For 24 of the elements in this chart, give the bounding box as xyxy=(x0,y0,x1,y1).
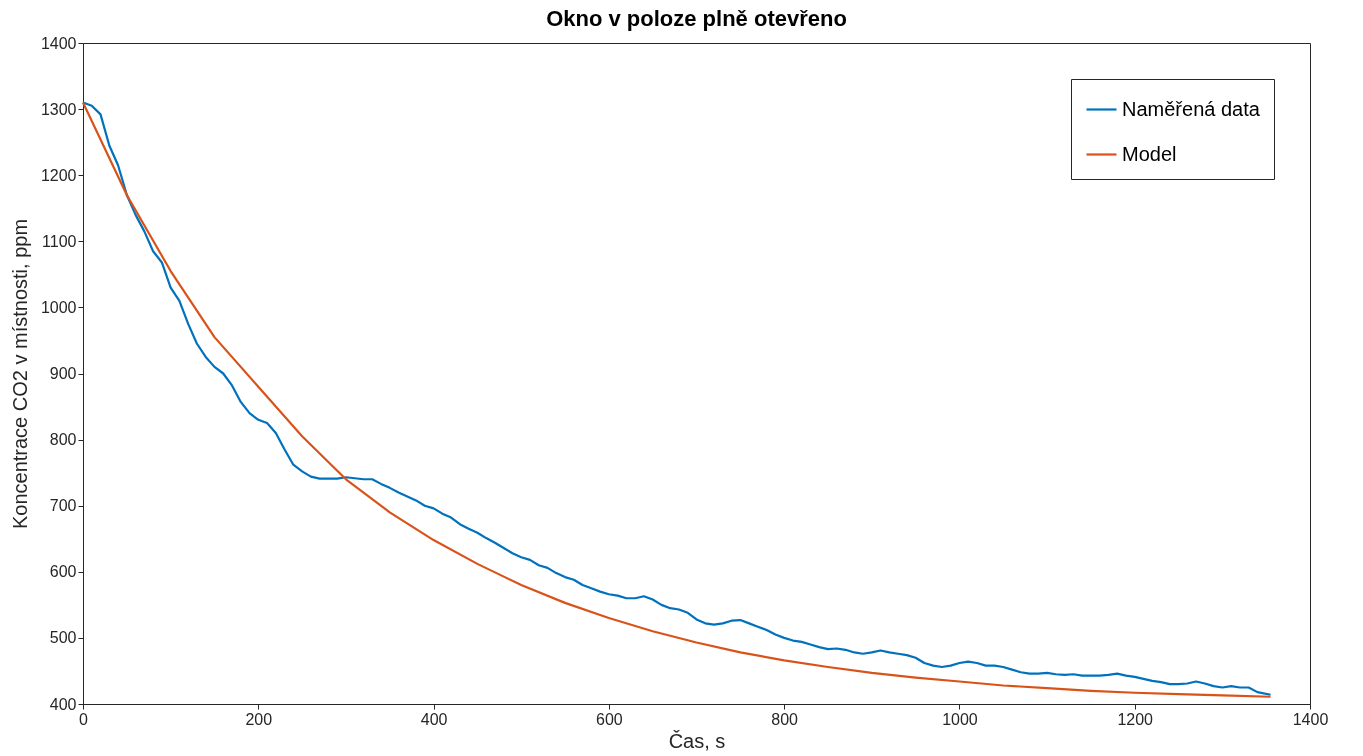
x-tick-label: 1200 xyxy=(1117,710,1154,728)
y-tick-label: 1300 xyxy=(40,100,77,118)
y-tick-label: 1000 xyxy=(40,298,77,316)
y-axis-title: Koncentrace CO2 v místnosti, ppm xyxy=(8,218,31,530)
y-tick-label: 1200 xyxy=(40,166,77,184)
y-tick-label: 600 xyxy=(49,563,77,581)
x-tick-label: 400 xyxy=(420,710,448,728)
x-tick-label: 800 xyxy=(771,710,799,728)
y-tick-label: 1400 xyxy=(40,34,77,52)
x-tick-label: 1400 xyxy=(1292,710,1329,728)
legend-label: Model xyxy=(1122,142,1177,165)
x-tick-label: 200 xyxy=(245,710,273,728)
chart-title: Okno v poloze plně otevřeno xyxy=(546,6,847,31)
y-tick-label: 500 xyxy=(49,629,77,647)
y-tick-label: 900 xyxy=(49,365,77,382)
x-tick-label: 600 xyxy=(596,710,623,728)
y-tick-label: 800 xyxy=(49,431,77,449)
legend-label: Naměřená data xyxy=(1122,97,1261,120)
y-tick-label: 1100 xyxy=(42,232,77,250)
x-tick-label: 1000 xyxy=(942,710,978,728)
y-tick-label: 400 xyxy=(49,695,77,713)
y-tick-label: 700 xyxy=(49,497,77,515)
x-axis-title: Čas, s xyxy=(668,729,726,752)
x-tick-label: 0 xyxy=(79,710,89,728)
